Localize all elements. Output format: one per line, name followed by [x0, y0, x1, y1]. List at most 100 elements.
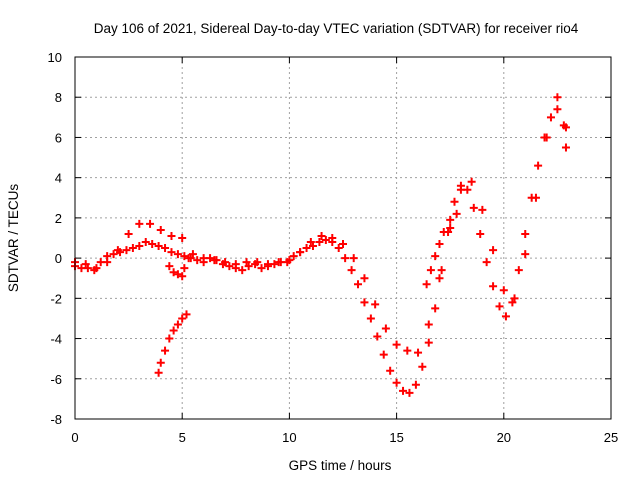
- data-point: [156, 225, 165, 234]
- data-point: [113, 246, 122, 255]
- data-point: [328, 234, 337, 242]
- series-fragment-descending: [154, 310, 191, 377]
- data-marks: [71, 93, 570, 397]
- data-point: [521, 250, 530, 259]
- data-point: [366, 314, 375, 323]
- y-axis-label: SDTVAR / TECUs: [6, 184, 21, 293]
- data-point: [411, 380, 420, 389]
- data-point: [285, 256, 294, 265]
- x-tick-label: 20: [497, 430, 511, 445]
- data-point: [83, 264, 92, 273]
- data-point: [489, 282, 498, 291]
- data-point: [238, 266, 247, 275]
- data-point: [439, 227, 448, 236]
- y-tick-label: -4: [50, 332, 62, 347]
- y-tick-label: 2: [55, 211, 62, 226]
- data-point: [360, 298, 369, 307]
- y-tick-label: 8: [55, 90, 62, 105]
- data-point: [495, 302, 504, 311]
- data-point: [510, 294, 519, 303]
- data-point: [274, 258, 283, 267]
- data-point: [231, 260, 240, 269]
- data-point: [154, 368, 163, 377]
- data-point: [135, 219, 144, 228]
- x-tick-label: 15: [389, 430, 403, 445]
- data-point: [435, 240, 444, 249]
- data-point: [341, 254, 350, 263]
- data-point: [422, 280, 431, 289]
- data-point: [178, 272, 187, 281]
- tick-labels: 0 5 10 15 20 25 -8 -6 -4 -2 0 2 4 6 8 10: [48, 50, 619, 445]
- data-point: [302, 244, 311, 253]
- data-point: [146, 219, 155, 228]
- data-point: [334, 244, 343, 253]
- data-point: [242, 258, 251, 267]
- data-point: [371, 300, 380, 309]
- data-point: [289, 252, 298, 261]
- data-point: [561, 123, 570, 132]
- data-point: [531, 193, 540, 202]
- data-point: [308, 242, 317, 251]
- data-point: [257, 264, 266, 273]
- data-point: [317, 231, 326, 240]
- data-point: [392, 340, 401, 349]
- y-tick-label: 4: [55, 171, 62, 186]
- data-point: [225, 262, 234, 271]
- y-tick-label: -8: [50, 412, 62, 427]
- data-point: [426, 266, 435, 275]
- x-axis-label: GPS time / hours: [289, 458, 392, 473]
- data-point: [263, 260, 272, 269]
- data-point: [154, 242, 163, 251]
- data-point: [514, 266, 523, 275]
- data-point: [405, 388, 414, 397]
- data-point: [478, 205, 487, 214]
- data-point: [221, 258, 230, 267]
- data-point: [161, 346, 170, 355]
- data-point: [165, 334, 174, 343]
- data-point: [431, 304, 440, 313]
- data-point: [161, 244, 170, 253]
- data-point: [373, 332, 382, 341]
- data-point: [156, 358, 165, 367]
- data-point: [199, 254, 208, 263]
- y-tick-label: -6: [50, 372, 62, 387]
- data-point: [128, 244, 137, 253]
- data-point: [109, 250, 118, 259]
- data-point: [81, 260, 90, 269]
- x-tick-label: 5: [179, 430, 186, 445]
- data-point: [169, 268, 178, 277]
- x-tick-label: 0: [71, 430, 78, 445]
- data-point: [103, 258, 112, 267]
- data-point: [431, 252, 440, 261]
- data-point: [182, 310, 191, 319]
- data-point: [184, 254, 193, 263]
- data-point: [476, 229, 485, 238]
- series-fragment-dip: [165, 254, 193, 281]
- data-point: [178, 234, 187, 242]
- data-point: [424, 320, 433, 329]
- data-point: [167, 248, 176, 257]
- series-fragment-rise: [422, 209, 461, 289]
- data-point: [349, 254, 358, 263]
- axis-ticks: [74, 56, 612, 420]
- data-point: [553, 93, 562, 102]
- series-main: [71, 105, 570, 397]
- data-point: [553, 105, 562, 114]
- data-point: [178, 314, 187, 323]
- data-point: [386, 366, 395, 375]
- data-point: [124, 229, 133, 238]
- data-point: [499, 286, 508, 295]
- data-point: [360, 274, 369, 283]
- y-tick-label: 6: [55, 130, 62, 145]
- chart-title: Day 106 of 2021, Sidereal Day-to-day VTE…: [94, 21, 579, 36]
- data-point: [165, 262, 174, 271]
- data-point: [446, 223, 455, 232]
- data-point: [452, 209, 461, 218]
- data-point: [542, 133, 551, 142]
- data-point: [501, 312, 510, 321]
- data-point: [456, 185, 465, 194]
- x-tick-label: 25: [604, 430, 618, 445]
- data-point: [169, 326, 178, 335]
- data-point: [414, 348, 423, 357]
- data-point: [315, 238, 324, 247]
